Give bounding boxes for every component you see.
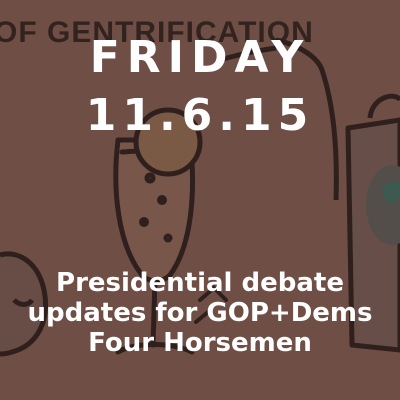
headline-line: Four Horsemen <box>88 328 312 358</box>
shopping-bag <box>345 93 400 353</box>
headline-line: updates for GOP+Dems <box>27 298 373 328</box>
day-heading: FRIDAY <box>89 32 311 83</box>
banner-text: OF GENTRIFICATION <box>0 16 314 49</box>
headline-line: Presidential debate <box>56 268 344 298</box>
doodle-lines <box>194 285 228 324</box>
bottle <box>219 37 339 201</box>
headline: Presidential debate updates for GOP+Dems… <box>0 268 400 358</box>
date-heading: 11.6.15 <box>85 90 315 141</box>
cartoon-face-partial <box>0 251 48 357</box>
lime-slice <box>133 107 203 177</box>
